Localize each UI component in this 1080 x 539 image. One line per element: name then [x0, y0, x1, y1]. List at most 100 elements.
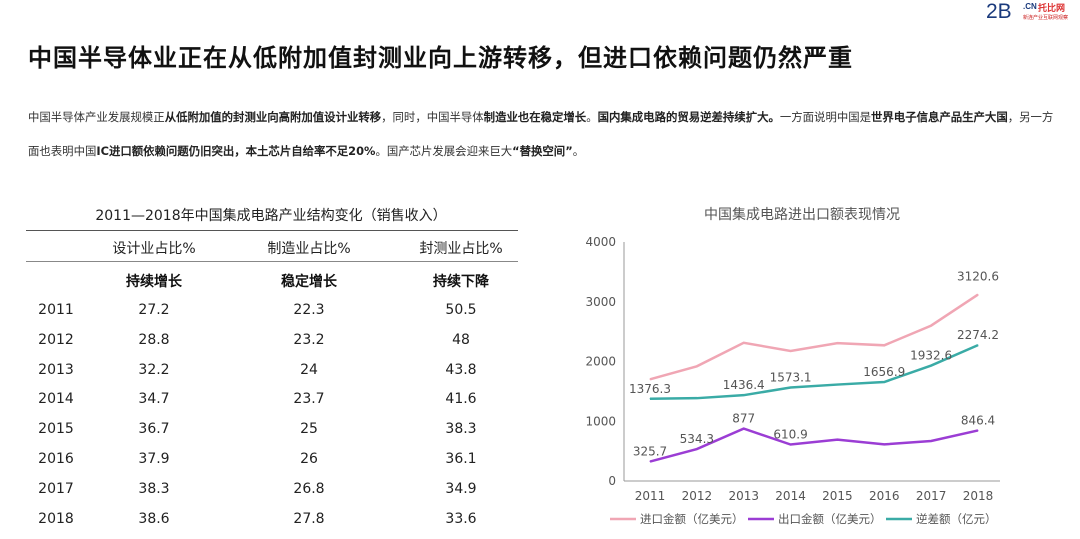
- table-top-rule: [26, 230, 518, 231]
- para-text-6: 。国产芯片发展会迎来巨大: [375, 144, 513, 158]
- data-label: 2274.2: [957, 328, 999, 342]
- x-tick-label: 2017: [916, 489, 947, 503]
- value-cell: 22.3: [293, 302, 325, 318]
- table-row: 2018 38.6 27.8 33.6: [26, 505, 518, 535]
- data-point: [696, 397, 698, 399]
- para-bold-5: IC进口额依赖问题仍旧突出，本土芯片自给率不足20%: [96, 144, 376, 158]
- header-design: 设计业占比%: [112, 241, 196, 257]
- year-cell: 2012: [38, 331, 74, 348]
- logo-name: 托比网: [1038, 4, 1066, 14]
- value-cell: 23.2: [293, 331, 325, 348]
- para-bold-3: 国内集成电路的贸易逆差持续扩大。: [597, 110, 780, 124]
- para-text-4: 一方面说明中国是: [779, 110, 872, 124]
- value-cell: 34.7: [138, 391, 170, 408]
- logo-brand: 2B: [986, 0, 1012, 23]
- data-label: 1573.1: [770, 370, 812, 384]
- value-cell: 41.6: [445, 391, 477, 408]
- para-bold-2: 制造业也在稳定增长: [483, 110, 587, 124]
- series-line-2: [649, 343, 979, 401]
- x-tick-label: 2014: [775, 489, 806, 503]
- data-point: [649, 378, 651, 380]
- year-cell: 2015: [38, 421, 74, 438]
- value-cell: 37.9: [138, 450, 170, 467]
- logo-cn: .CN: [1023, 2, 1037, 11]
- logo-subtitle: 新连产业互联网观察: [1023, 15, 1069, 21]
- value-cell: 28.8: [138, 331, 170, 348]
- year-cell: 2016: [38, 450, 74, 467]
- data-label: 325.7: [633, 445, 667, 459]
- data-label: 1656.9: [863, 365, 905, 379]
- table-row: 2016 37.9 26 36.1: [26, 445, 518, 475]
- chart-title: 中国集成电路进出口额表现情况: [704, 206, 900, 223]
- table-row: 2012 28.8 23.2 48: [26, 326, 518, 356]
- x-tick-label: 2011: [635, 489, 666, 503]
- page-title: 中国半导体业正在从低附加值封测业向上游转移，但进口依赖问题仍然严重: [28, 44, 853, 72]
- table-row: 2015 36.7 25 38.3: [26, 415, 518, 445]
- y-tick-label: 3000: [585, 295, 616, 309]
- para-bold-4: 世界电子信息产品生产大国: [871, 110, 1008, 124]
- value-cell: 26: [300, 450, 318, 467]
- value-cell: 34.9: [445, 480, 477, 497]
- year-cell: 2011: [38, 302, 74, 318]
- para-text-2: ，同时，中国半导体: [381, 110, 484, 124]
- x-tick-label: 2012: [682, 489, 713, 503]
- para-bold-1: 从低附加值的封测业向高附加值设计业转移: [164, 110, 382, 124]
- value-cell: 27.2: [138, 302, 170, 318]
- summary-paragraph: 中国半导体产业发展规模正从低附加值的封测业向高附加值设计业转移，同时，中国半导体…: [28, 100, 1058, 168]
- data-point: [790, 386, 792, 388]
- subheader-design: 持续增长: [126, 274, 182, 290]
- y-tick-label: 2000: [585, 355, 616, 369]
- data-point: [743, 342, 745, 344]
- para-text-1: 中国半导体产业发展规模正: [28, 110, 165, 124]
- header-manufacturing: 制造业占比%: [267, 241, 351, 257]
- table-row: 2017 38.3 26.8 34.9: [26, 475, 518, 505]
- brand-logo: 2B .CN 托比网 新连产业互联网观察: [976, 0, 1076, 24]
- value-cell: 25: [300, 421, 318, 438]
- data-point: [883, 443, 885, 445]
- value-cell: 38.3: [445, 421, 477, 438]
- year-cell: 2014: [38, 391, 74, 408]
- value-cell: 38.3: [138, 480, 170, 497]
- series-line-1: [649, 427, 979, 463]
- line-chart: 中国集成电路进出口额表现情况 0 1000 2000 3000 4000 2011 2012 2…: [570, 200, 1050, 534]
- data-point: [977, 294, 979, 296]
- data-label: 3120.6: [957, 270, 999, 284]
- data-point: [790, 443, 792, 445]
- data-point: [649, 461, 651, 463]
- data-point: [836, 342, 838, 344]
- data-label: 877: [732, 412, 755, 426]
- data-point: [977, 429, 979, 431]
- value-cell: 38.6: [138, 510, 170, 527]
- legend-label: 出口金额（亿美元）: [778, 512, 882, 526]
- header-packaging: 封测业占比%: [419, 241, 503, 257]
- x-tick-label: 2018: [963, 489, 994, 503]
- value-cell: 43.8: [445, 361, 477, 378]
- chart-svg: 中国集成电路进出口额表现情况 0 1000 2000 3000 4000 2011 2012 2…: [585, 206, 1000, 526]
- table-row: 2013 32.2 24 43.8: [26, 356, 518, 386]
- data-point: [977, 344, 979, 346]
- data-point: [743, 428, 745, 430]
- value-cell: 32.2: [138, 361, 170, 378]
- data-point: [649, 398, 651, 400]
- value-cell: 36.7: [138, 421, 170, 438]
- year-cell: 2013: [38, 361, 74, 378]
- data-point: [930, 365, 932, 367]
- para-bold-6: “替换空间”: [512, 144, 573, 158]
- data-point: [883, 381, 885, 383]
- y-tick-label: 4000: [585, 235, 616, 249]
- data-point: [930, 325, 932, 327]
- data-label: 534.3: [680, 432, 714, 446]
- data-point: [743, 394, 745, 396]
- legend-label: 逆差额（亿元）: [916, 512, 997, 526]
- subheader-manufacturing: 稳定增长: [281, 274, 337, 290]
- table-row: 2014 34.7 23.7 41.6: [26, 385, 518, 415]
- x-tick-label: 2016: [869, 489, 900, 503]
- y-tick-label: 1000: [585, 414, 616, 428]
- x-tick-label: 2015: [822, 489, 853, 503]
- data-point: [696, 365, 698, 367]
- year-cell: 2018: [38, 510, 74, 527]
- table-row: 2011 27.2 22.3 50.5: [26, 296, 518, 326]
- data-point: [930, 440, 932, 442]
- data-point: [790, 350, 792, 352]
- data-point: [696, 448, 698, 450]
